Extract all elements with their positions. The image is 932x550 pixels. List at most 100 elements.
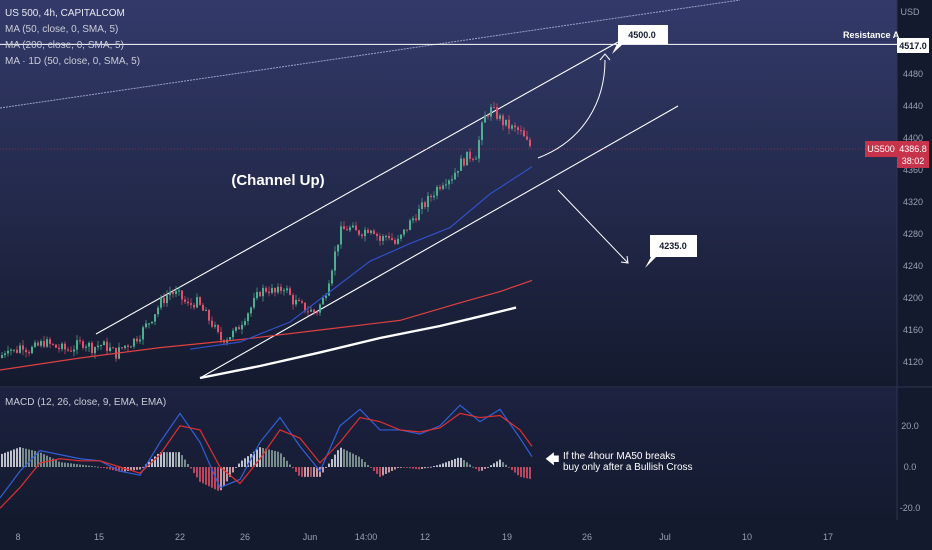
macd-hist-bar bbox=[175, 452, 177, 467]
macd-pane-bg bbox=[0, 388, 897, 520]
macd-hist-bar bbox=[358, 456, 360, 467]
candle-body bbox=[274, 287, 276, 293]
macd-hist-bar bbox=[376, 467, 378, 474]
symbol-title[interactable]: US 500, 4h, CAPITALCOM bbox=[5, 8, 125, 19]
macd-hist-bar bbox=[28, 449, 30, 467]
ma1d-long-line bbox=[0, 0, 741, 109]
macd-hist-bar bbox=[343, 449, 345, 467]
candle-body bbox=[289, 288, 291, 295]
candle-body bbox=[385, 235, 387, 237]
candle-body bbox=[238, 327, 240, 330]
macd-hist-bar bbox=[328, 463, 330, 467]
candle-body bbox=[262, 287, 264, 297]
candle-body bbox=[400, 234, 402, 239]
macd-axis-ticks: 20.0 0.0 -20.0 bbox=[900, 421, 921, 513]
macd-hist-bar bbox=[22, 447, 24, 467]
target-up-label: 4500.0 bbox=[628, 30, 656, 40]
macd-hist-bar bbox=[292, 467, 294, 469]
candle-body bbox=[151, 321, 153, 324]
projection-down bbox=[557, 189, 629, 264]
candle-body bbox=[97, 345, 99, 348]
macd-hist-bar bbox=[7, 451, 9, 467]
macd-hist-bar bbox=[316, 467, 318, 477]
price-tick-label: 4320 bbox=[903, 197, 923, 207]
macd-hist-bar bbox=[433, 466, 435, 467]
macd-histogram bbox=[1, 447, 531, 491]
candle-body bbox=[16, 349, 18, 353]
candle-body bbox=[193, 304, 195, 308]
candle-body bbox=[295, 299, 297, 305]
macd-hist-bar bbox=[526, 467, 528, 479]
time-axis-ticks: 8 15 22 26 Jun 14:00 12 19 26 Jul 10 17 bbox=[15, 532, 833, 542]
note-line-2: buy only after a Bullish Cross bbox=[563, 462, 693, 473]
macd-hist-bar bbox=[25, 448, 27, 467]
candle-body bbox=[307, 311, 309, 313]
macd-legend[interactable]: MACD (12, 26, close, 9, EMA, EMA) bbox=[5, 397, 167, 408]
candle-body bbox=[211, 320, 213, 327]
candle-body bbox=[145, 323, 147, 328]
candle-body bbox=[178, 290, 180, 292]
macd-hist-bar bbox=[301, 467, 303, 477]
macd-hist-bar bbox=[67, 463, 69, 467]
macd-hist-bar bbox=[217, 467, 219, 491]
macd-hist-bar bbox=[415, 467, 417, 469]
candle-body bbox=[73, 349, 75, 352]
macd-hist-bar bbox=[520, 467, 522, 478]
ma1d-line bbox=[199, 306, 517, 380]
candle-body bbox=[397, 238, 399, 244]
candle-body bbox=[373, 230, 375, 234]
macd-hist-bar bbox=[478, 467, 480, 472]
candle-body bbox=[298, 299, 300, 302]
macd-hist-bar bbox=[367, 465, 369, 467]
macd-hist-bar bbox=[40, 452, 42, 467]
macd-hist-bar bbox=[436, 465, 438, 467]
legend-ma200[interactable]: MA (200, close, 0, SMA, 5) bbox=[5, 40, 124, 51]
macd-hist-bar bbox=[493, 463, 495, 467]
target-up-callout bbox=[612, 25, 668, 54]
macd-hist-bar bbox=[133, 467, 135, 471]
macd-hist-bar bbox=[157, 453, 159, 467]
macd-hist-bar bbox=[241, 460, 243, 467]
macd-hist-bar bbox=[514, 467, 516, 473]
candle-body bbox=[502, 115, 504, 126]
macd-hist-bar bbox=[100, 467, 102, 468]
symbol-badge bbox=[865, 141, 897, 157]
candle-body bbox=[220, 331, 222, 341]
price-tick-label: 4360 bbox=[903, 165, 923, 175]
macd-hist-bar bbox=[163, 452, 165, 467]
legend-ma50[interactable]: MA (50, close, 0, SMA, 5) bbox=[5, 24, 119, 35]
candle-body bbox=[175, 291, 177, 294]
candle-body bbox=[214, 325, 216, 327]
macd-hist-bar bbox=[460, 457, 462, 467]
candle-body bbox=[250, 307, 252, 314]
time-tick-label: 22 bbox=[175, 532, 185, 542]
macd-hist-bar bbox=[529, 467, 531, 479]
price-badge-countdown: 38:02 bbox=[902, 156, 925, 166]
candle-body bbox=[7, 350, 9, 354]
macd-hist-bar bbox=[37, 451, 39, 467]
candle-body bbox=[247, 313, 249, 322]
left-arrow-icon: 🡄 bbox=[545, 451, 560, 467]
macd-hist-bar bbox=[13, 449, 15, 467]
candle-body bbox=[481, 122, 483, 141]
candle-body bbox=[4, 353, 6, 356]
candle-body bbox=[388, 235, 390, 239]
macd-hist-bar bbox=[391, 467, 393, 471]
time-tick-label: 19 bbox=[502, 532, 512, 542]
macd-hist-bar bbox=[310, 467, 312, 477]
time-tick-label: 26 bbox=[240, 532, 250, 542]
macd-hist-bar bbox=[64, 462, 66, 467]
candle-body bbox=[472, 158, 474, 160]
legend-ma1d[interactable]: MA · 1D (50, close, 0, SMA, 5) bbox=[5, 56, 141, 67]
candle-body bbox=[499, 115, 501, 119]
price-tick-label: 4160 bbox=[903, 325, 923, 335]
macd-hist-bar bbox=[346, 450, 348, 467]
candle-body bbox=[241, 324, 243, 330]
macd-hist-bar bbox=[172, 452, 174, 467]
candle-body bbox=[523, 130, 525, 137]
candle-body bbox=[304, 302, 306, 312]
price-tick-label: 4120 bbox=[903, 357, 923, 367]
candle-body bbox=[10, 349, 12, 351]
macd-hist-bar bbox=[193, 467, 195, 473]
candle-body bbox=[85, 346, 87, 348]
